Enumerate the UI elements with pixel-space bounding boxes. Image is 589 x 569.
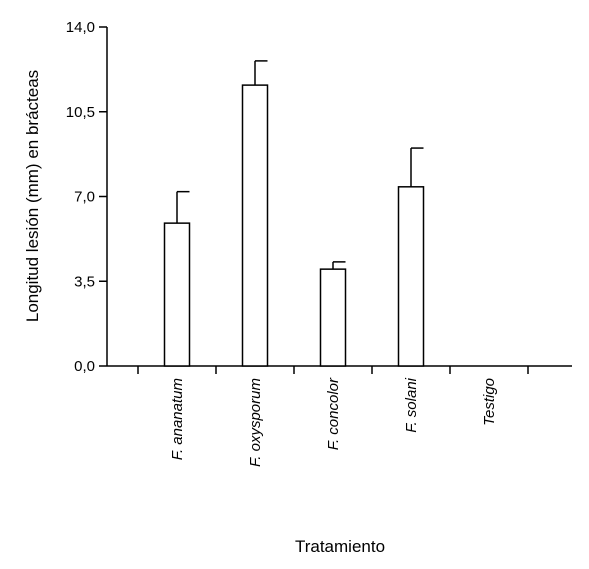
y-tick-label: 0,0 — [74, 358, 95, 375]
y-tick-label: 7,0 — [74, 189, 95, 206]
bars — [163, 60, 425, 367]
category-label: F. concolor — [325, 377, 342, 450]
y-tick-label: 10,5 — [66, 104, 95, 121]
bar — [397, 186, 425, 367]
y-ticks: 0,0 3,5 7,0 10,5 14,0 — [66, 19, 107, 375]
category-label: F. oxysporum — [247, 378, 264, 467]
y-tick-label: 3,5 — [74, 273, 95, 290]
category-label: F. ananatum — [169, 378, 186, 460]
bar — [163, 222, 191, 367]
category-label: Testigo — [481, 378, 498, 426]
category-label: F. solani — [403, 377, 420, 432]
y-axis-title: Longitud lesión (mm) en brácteas — [23, 70, 42, 322]
x-axis-title: Tratamiento — [295, 537, 385, 556]
bar — [319, 268, 347, 367]
y-tick-label: 14,0 — [66, 19, 95, 36]
category-labels: F. ananatum F. oxysporum F. concolor F. sol… — [169, 377, 498, 467]
bar — [241, 84, 269, 367]
x-ticks — [137, 366, 529, 374]
